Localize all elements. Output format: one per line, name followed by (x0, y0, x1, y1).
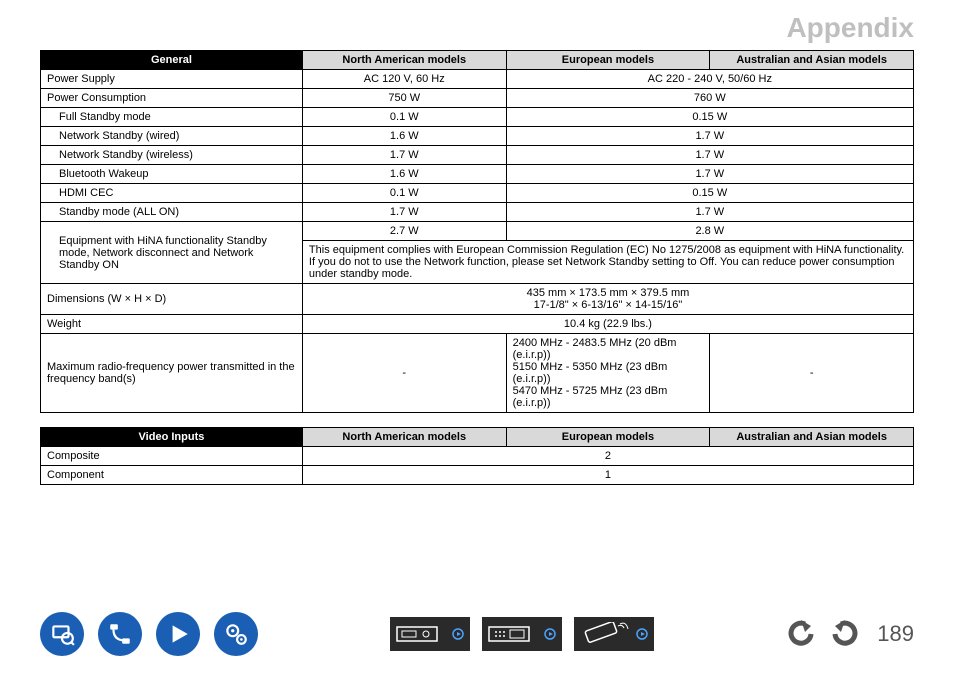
cell: 0.15 W (506, 108, 913, 127)
remote-icon[interactable] (574, 617, 654, 651)
cable-icon[interactable] (98, 612, 142, 656)
gear-icon[interactable] (214, 612, 258, 656)
row-label: Power Supply (41, 70, 303, 89)
row-label: Composite (41, 447, 303, 466)
row-label: Full Standby mode (41, 108, 303, 127)
footer-nav-center (390, 617, 654, 651)
footer-nav-right: 189 (785, 620, 914, 649)
cell: 1.7 W (506, 127, 913, 146)
front-panel-icon[interactable] (390, 617, 470, 651)
video-inputs-table: Video Inputs North American models Europ… (40, 427, 914, 485)
cell: 1.7 W (506, 146, 913, 165)
cell: 760 W (506, 89, 913, 108)
cell: 0.15 W (506, 184, 913, 203)
general-table: General North American models European m… (40, 50, 914, 413)
row-label: Power Consumption (41, 89, 303, 108)
cell: 10.4 kg (22.9 lbs.) (302, 315, 913, 334)
cell: 1.6 W (302, 165, 506, 184)
video-header: Video Inputs (41, 428, 303, 447)
cell: 1.7 W (302, 146, 506, 165)
vcol-na: North American models (302, 428, 506, 447)
footnote: This equipment complies with European Co… (302, 241, 913, 284)
cell: 2400 MHz - 2483.5 MHz (20 dBm (e.i.r.p))… (506, 334, 710, 413)
cell: - (302, 334, 506, 413)
col-eu: European models (506, 51, 710, 70)
col-na: North American models (302, 51, 506, 70)
cell: AC 220 - 240 V, 50/60 Hz (506, 70, 913, 89)
cell: 0.1 W (302, 108, 506, 127)
footer-nav-left (40, 612, 258, 656)
cell: 2.7 W (302, 222, 506, 241)
cell: 750 W (302, 89, 506, 108)
forward-arrow-icon[interactable] (831, 620, 861, 649)
play-icon[interactable] (156, 612, 200, 656)
manual-icon[interactable] (40, 612, 84, 656)
cell: 1.7 W (506, 165, 913, 184)
row-label: Standby mode (ALL ON) (41, 203, 303, 222)
vcol-au: Australian and Asian models (710, 428, 914, 447)
cell: AC 120 V, 60 Hz (302, 70, 506, 89)
row-label: Network Standby (wireless) (41, 146, 303, 165)
cell: 435 mm × 173.5 mm × 379.5 mm17-1/8" × 6-… (302, 284, 913, 315)
general-header: General (41, 51, 303, 70)
col-au: Australian and Asian models (710, 51, 914, 70)
cell: 1.6 W (302, 127, 506, 146)
row-label: Maximum radio-frequency power transmitte… (41, 334, 303, 413)
cell: 2 (302, 447, 913, 466)
row-label: Equipment with HiNA functionality Standb… (41, 222, 303, 284)
row-label: HDMI CEC (41, 184, 303, 203)
row-label: Bluetooth Wakeup (41, 165, 303, 184)
row-label: Network Standby (wired) (41, 127, 303, 146)
rear-panel-icon[interactable] (482, 617, 562, 651)
cell: 2.8 W (506, 222, 913, 241)
cell: 1.7 W (302, 203, 506, 222)
row-label: Component (41, 466, 303, 485)
cell: 0.1 W (302, 184, 506, 203)
row-label: Dimensions (W × H × D) (41, 284, 303, 315)
cell: 1 (302, 466, 913, 485)
cell: 1.7 W (506, 203, 913, 222)
back-arrow-icon[interactable] (785, 620, 815, 649)
vcol-eu: European models (506, 428, 710, 447)
footer: 189 (0, 606, 954, 662)
cell: - (710, 334, 914, 413)
page-title: Appendix (40, 12, 914, 44)
row-label: Weight (41, 315, 303, 334)
page-number: 189 (877, 621, 914, 647)
